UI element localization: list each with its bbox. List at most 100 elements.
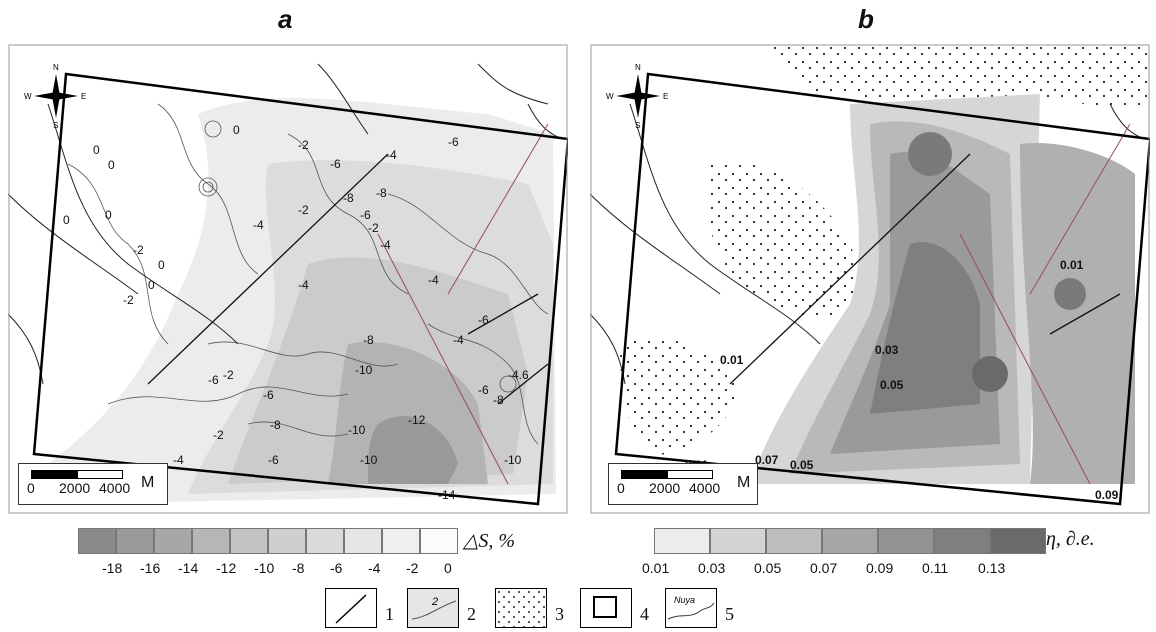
- legend-swatch: [306, 528, 344, 554]
- contour-label: 0: [93, 143, 100, 157]
- scale-label-4000: 4000: [689, 480, 721, 496]
- contour-label: -6: [268, 453, 279, 467]
- anomaly-zone-darkest: [368, 416, 458, 484]
- legend-b-title: η, ∂.e.: [1046, 528, 1095, 550]
- legend-tick-label: 0.11: [922, 560, 949, 576]
- legend-tick-label: 0.13: [978, 560, 1006, 576]
- contour-label: 0: [108, 158, 115, 172]
- contour-lines: [67, 103, 549, 445]
- scale-bar-b: 0 2000 4000 M: [608, 463, 758, 505]
- profile-lines: [377, 123, 549, 485]
- contour-label: 0: [233, 123, 240, 137]
- contour-label: -4: [298, 278, 309, 292]
- contour-label: 0: [148, 278, 155, 292]
- contour-label: -8: [270, 418, 281, 432]
- eta-peak: [972, 356, 1008, 392]
- contour-label: -4.6: [508, 368, 529, 382]
- scale-unit: M: [141, 474, 155, 491]
- symbol-key: 1 2 2 3 4 Nuya 5: [325, 588, 845, 632]
- contour-label: -2: [223, 368, 234, 382]
- contour-label: 0.09: [1095, 488, 1119, 502]
- legend-swatch: [710, 528, 766, 554]
- contour-label: -14: [438, 488, 456, 502]
- north-arrow-a: N S W E: [24, 63, 86, 130]
- legend-tick-label: -10: [254, 560, 275, 576]
- contour-label: -6: [478, 313, 489, 327]
- contour-label: -8: [376, 186, 387, 200]
- compass-e: E: [663, 92, 668, 101]
- legend-tick-label: -4: [368, 560, 381, 576]
- contour-labels-a: 000-20-2-200-6-8 -8-6-4-6-2-4 -2-4-4-6-4-6…: [63, 123, 529, 502]
- scale-label-0: 0: [27, 480, 35, 496]
- legend-swatch: [192, 528, 230, 554]
- contour-label: -6: [360, 208, 371, 222]
- compass-n: N: [53, 63, 59, 72]
- key-2-inner-label: 2: [431, 596, 438, 608]
- legend-tick-label: 0.01: [642, 560, 670, 576]
- contour-label: 0.05: [790, 458, 814, 472]
- legend-tick-label: -18: [102, 560, 123, 576]
- contour-label: -2: [298, 203, 309, 217]
- legend-swatch: [154, 528, 192, 554]
- contour-label: 0.01: [720, 353, 744, 367]
- compass-w: W: [24, 92, 32, 101]
- legend-tick-label: -8: [292, 560, 305, 576]
- faults: [147, 153, 549, 405]
- compass-w: W: [606, 92, 614, 101]
- key-3-number: 3: [555, 604, 564, 624]
- legend-tick-label: -6: [330, 560, 343, 576]
- contour-label: -8: [493, 393, 504, 407]
- study-area-boundary: [614, 72, 1150, 506]
- legend-tick-label: 0.07: [810, 560, 838, 576]
- legend-tick-label: -12: [216, 560, 237, 576]
- contour-label: 0: [105, 208, 112, 222]
- legend-tick-label: 0.03: [698, 560, 726, 576]
- contour-label: 0: [158, 258, 165, 272]
- contour-label: -10: [504, 453, 522, 467]
- legend-swatch: [878, 528, 934, 554]
- map-b: N S W E 0.010.010.030.050.010.070.050.09: [590, 44, 1150, 514]
- contour-label: -6: [330, 157, 341, 171]
- faults: [729, 153, 1121, 385]
- dotted-area-southwest: [620, 335, 736, 455]
- scale-bar-a: 0 2000 4000 M: [18, 463, 168, 505]
- contour-label: -4: [428, 273, 439, 287]
- eta-peak: [908, 132, 952, 176]
- study-area-boundary: [32, 72, 568, 506]
- legend-swatch: [230, 528, 268, 554]
- contour-label: -2: [133, 243, 144, 257]
- key-5-box: Nuya: [665, 588, 717, 628]
- contour-label: 0.07: [755, 453, 779, 467]
- key-4-number: 4: [640, 604, 649, 624]
- contour-label: -4: [453, 333, 464, 347]
- contour-label: -6: [263, 388, 274, 402]
- contour-label: -10: [360, 453, 378, 467]
- contour-label: 0: [63, 213, 70, 227]
- legend-swatch: [766, 528, 822, 554]
- legend-swatch: [822, 528, 878, 554]
- legend-a-title: △S, %: [463, 530, 516, 552]
- legend-swatch: [268, 528, 306, 554]
- legend-tick-label: 0.05: [754, 560, 782, 576]
- contour-label: -6: [208, 373, 219, 387]
- eta-zone-4: [870, 242, 980, 414]
- legend-b: η, ∂.e. 0.01 0.03 0.05 0.07 0.09 0.11 0.13: [642, 528, 1154, 584]
- profile-lines: [959, 123, 1131, 485]
- key-4-box: [580, 588, 632, 628]
- scale-label-2000: 2000: [649, 480, 681, 496]
- contour-label: -10: [355, 363, 373, 377]
- compass-s: S: [53, 121, 58, 130]
- key-5-number: 5: [725, 604, 734, 624]
- legend-swatch: [116, 528, 154, 554]
- key-1-box: [325, 588, 377, 628]
- legend-swatch: [654, 528, 710, 554]
- north-arrow-b: N S W E: [606, 63, 668, 130]
- panel-a-title: a: [278, 4, 293, 34]
- legend-a: △S, % -18 -16 -14 -12 -10 -8 -6 -4 -2 0: [78, 528, 558, 584]
- contour-label: -4: [173, 453, 184, 467]
- map-a: N S W E 000-20-2-200-6-8 -8-6-4-6-2-4 -2-4…: [8, 44, 568, 514]
- contour-label: -8: [363, 333, 374, 347]
- legend-swatch: [990, 528, 1046, 554]
- key-2-box: 2: [407, 588, 459, 628]
- contour-label: -6: [448, 135, 459, 149]
